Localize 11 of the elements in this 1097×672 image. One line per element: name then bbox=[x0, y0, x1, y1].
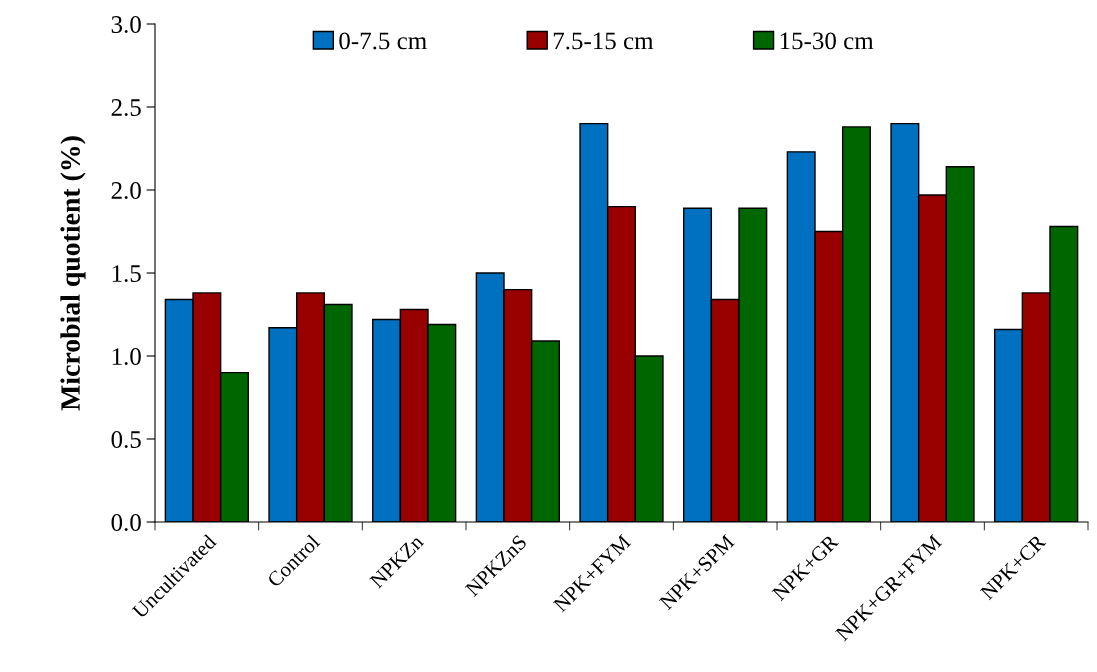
y-tick-label: 0.5 bbox=[111, 431, 141, 449]
y-axis-title: Microbial quotient (%) bbox=[60, 136, 86, 411]
legend-label: 15-30 cm bbox=[780, 32, 874, 50]
y-tick-label: 1.5 bbox=[112, 265, 141, 283]
legend-label: 0-7.5 cm bbox=[339, 32, 427, 50]
legend-label: 7.5-15 cm bbox=[553, 32, 654, 50]
y-tick-label: 1.0 bbox=[112, 348, 141, 366]
y-tick-label: 0.0 bbox=[111, 514, 141, 532]
y-tick-label: 2.0 bbox=[111, 182, 141, 200]
y-tick-label: 2.5 bbox=[111, 99, 141, 117]
y-tick-label: 3.0 bbox=[111, 16, 141, 34]
